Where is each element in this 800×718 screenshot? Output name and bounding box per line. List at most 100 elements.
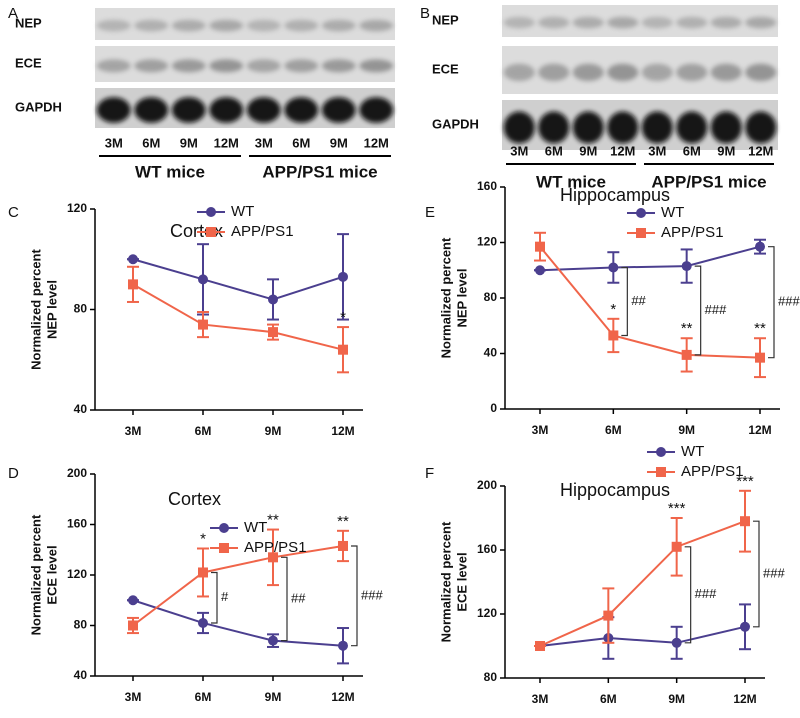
legend-label: APP/PS1 (231, 223, 294, 240)
series-line (539, 246, 761, 359)
lane-label: 3M (105, 135, 123, 150)
blot-band (607, 16, 639, 29)
marker (755, 241, 765, 252)
legend-marker (656, 447, 666, 457)
significance-star: *** (668, 500, 686, 517)
marker (268, 294, 278, 305)
chart-title: Hippocampus (560, 185, 670, 205)
y-tick-label: 160 (477, 179, 497, 193)
group-label: APP/PS1 mice (651, 172, 766, 191)
marker (608, 262, 619, 273)
blot-band (641, 111, 673, 144)
significance-hash: ### (705, 302, 727, 317)
marker (681, 261, 692, 272)
blot-row-label: ECE (15, 55, 42, 70)
marker (198, 567, 208, 578)
legend-marker (206, 227, 216, 237)
blot-band (607, 63, 639, 82)
y-tick-label: 160 (477, 542, 497, 556)
marker (755, 352, 765, 363)
y-tick-label: 40 (484, 346, 498, 360)
panel-label: E (425, 204, 435, 221)
series-line (132, 544, 344, 627)
significance-star: * (200, 530, 206, 547)
lane-label: 9M (717, 143, 735, 158)
marker (535, 641, 545, 651)
blot-band (745, 111, 777, 144)
blot-band (284, 97, 319, 123)
blot-row-label: NEP (15, 15, 42, 30)
blot-band (676, 63, 708, 82)
legend-marker (219, 523, 229, 533)
significance-hash: ### (695, 586, 717, 601)
blot-band (96, 59, 131, 73)
blot-band (538, 111, 570, 144)
y-tick-label: 200 (477, 478, 497, 492)
marker (338, 344, 348, 355)
blot-band (321, 59, 356, 73)
significance-hash: ### (778, 294, 800, 309)
blot-band (321, 97, 356, 123)
legend-marker (206, 207, 216, 217)
blot-band (538, 16, 570, 29)
significance-star: * (610, 301, 616, 318)
group-label: APP/PS1 mice (262, 162, 377, 181)
blot-band (503, 63, 535, 82)
panel-label: D (8, 465, 19, 482)
y-tick-label: 80 (484, 670, 498, 684)
marker (740, 516, 750, 527)
blot-band (572, 16, 604, 29)
lane-label: 9M (180, 135, 198, 150)
significance-hash: ### (763, 565, 785, 580)
series-line (539, 625, 746, 647)
chart-title: Hippocampus (560, 480, 670, 500)
significance-star: ** (681, 320, 693, 337)
blot-band (359, 19, 394, 32)
panel-label: B (420, 5, 430, 22)
blot-band (359, 97, 394, 123)
marker (198, 274, 208, 285)
y-tick-label: 120 (67, 567, 87, 581)
x-tick-label: 6M (195, 690, 212, 704)
x-tick-label: 9M (265, 424, 282, 438)
legend-marker (219, 543, 229, 553)
legend-label: WT (244, 519, 267, 536)
x-tick-label: 3M (125, 690, 142, 704)
marker (681, 349, 692, 360)
y-tick-label: 120 (477, 235, 497, 249)
lane-label: 6M (292, 135, 310, 150)
marker (671, 637, 682, 648)
legend-marker (636, 208, 646, 218)
y-tick-label: 80 (484, 290, 498, 304)
y-axis-label: ECE level (44, 545, 59, 604)
blot-band (676, 111, 708, 144)
marker (268, 635, 278, 646)
panel-label: A (8, 5, 18, 22)
blot-band (171, 97, 206, 123)
lane-label: 6M (683, 143, 701, 158)
blot-band (321, 19, 356, 32)
y-axis-label: NEP level (454, 268, 469, 327)
blot-band (710, 16, 742, 29)
lane-label: 12M (364, 135, 389, 150)
y-tick-label: 80 (74, 618, 88, 632)
panel-label: C (8, 204, 19, 221)
blot-band (359, 59, 394, 73)
blot-band (641, 63, 673, 82)
bracket (684, 546, 692, 644)
blot-band (745, 63, 777, 82)
blot-band (134, 19, 169, 32)
lane-label: 3M (648, 143, 666, 158)
x-tick-label: 12M (331, 690, 354, 704)
x-tick-label: 12M (331, 424, 354, 438)
marker (268, 327, 278, 338)
blot-band (284, 19, 319, 32)
x-tick-label: 3M (532, 423, 549, 437)
x-tick-label: 3M (532, 692, 549, 706)
blot-band (607, 111, 639, 144)
blot-band (209, 59, 244, 73)
x-tick-label: 6M (195, 424, 212, 438)
significance-star: ** (754, 320, 766, 337)
blot-band (171, 59, 206, 73)
y-tick-label: 120 (67, 201, 87, 215)
